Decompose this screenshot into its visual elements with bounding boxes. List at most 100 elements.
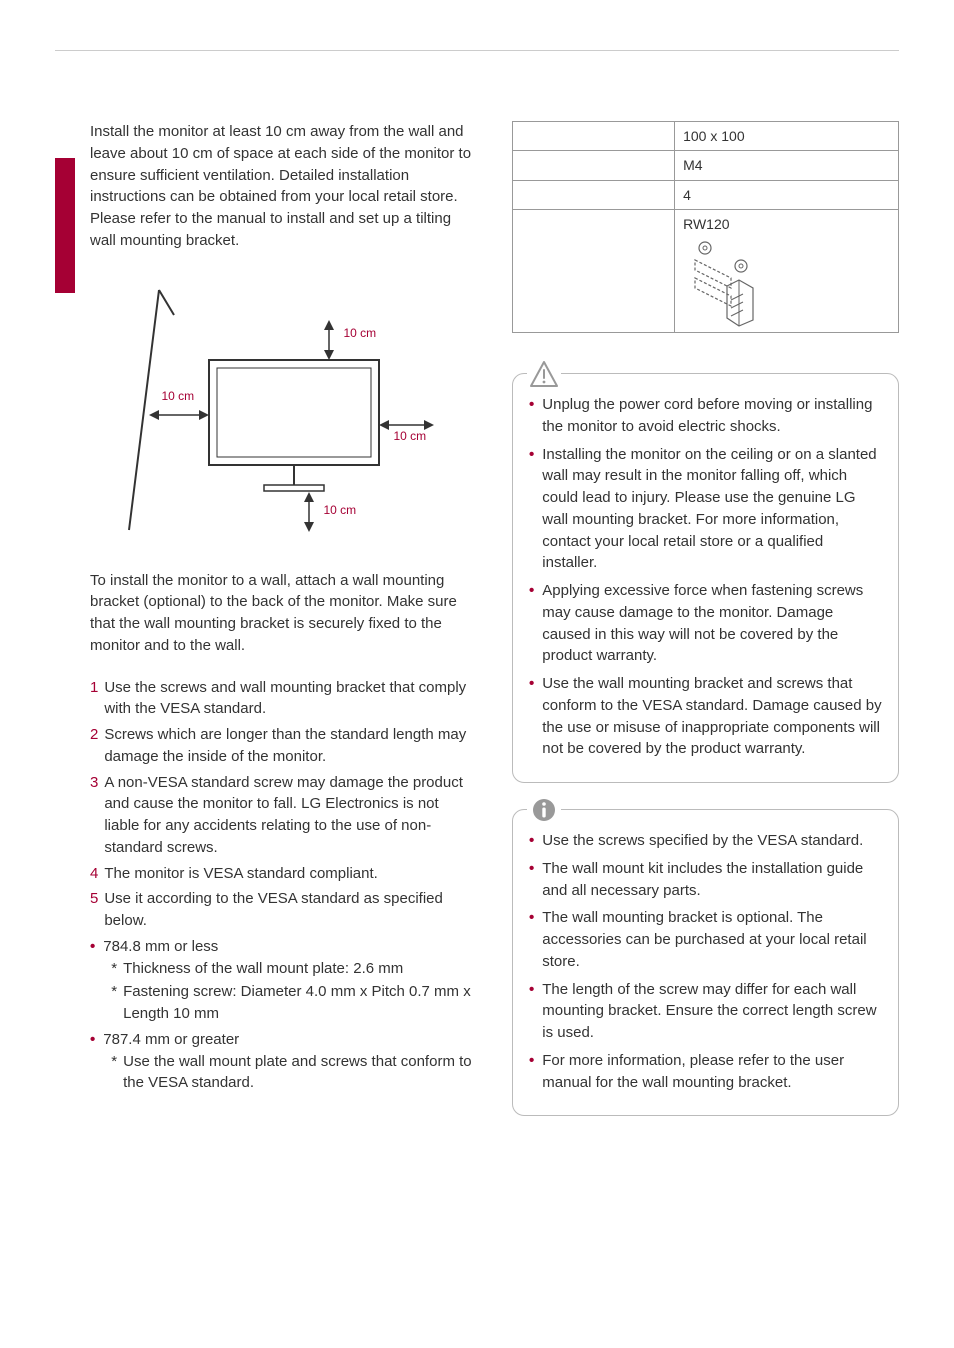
caution-icon: [527, 358, 561, 390]
steps-list: 1Use the screws and wall mounting bracke…: [90, 677, 477, 1097]
bullet-text: The wall mount kit includes the installa…: [542, 858, 882, 902]
step-number: 5: [90, 888, 98, 932]
step-text: Use it according to the VESA standard as…: [104, 888, 477, 932]
step-item: 4 The monitor is VESA standard compliant.: [90, 863, 477, 885]
spec-group-item-text: Thickness of the wall mount plate: 2.6 m…: [123, 958, 477, 980]
bullet-text: Use the screws specified by the VESA sta…: [542, 830, 882, 852]
table-cell-key: [513, 122, 675, 151]
step-number: 2: [90, 724, 98, 768]
spec-group-item: * Thickness of the wall mount plate: 2.6 …: [111, 958, 477, 980]
table-cell-key: [513, 151, 675, 180]
bullet-item: •The wall mount kit includes the install…: [529, 858, 882, 902]
bullet-dot: •: [90, 936, 95, 1027]
table-row: 4: [513, 180, 899, 209]
bullet-dot: •: [529, 979, 534, 1044]
table-cell-value: 4: [675, 180, 899, 209]
table-row: 100 x 100: [513, 122, 899, 151]
step-number: 3: [90, 772, 98, 859]
step-text: Screws which are longer than the standar…: [104, 724, 477, 768]
spec-group-item: *Use the wall mount plate and screws tha…: [111, 1051, 477, 1095]
spec-groups: •784.8 mm or less*Thickness of the wall …: [90, 936, 477, 1096]
caution-callout: •Unplug the power cord before moving or …: [512, 373, 899, 783]
step-item: 1Use the screws and wall mounting bracke…: [90, 677, 477, 721]
bullet-item: •Use the wall mounting bracket and screw…: [529, 673, 882, 760]
table-cell-value-text: 100 x 100: [683, 126, 890, 146]
table-cell-value-text: RW120: [683, 214, 890, 234]
bullet-text: The length of the screw may differ for e…: [542, 979, 882, 1044]
bullet-dot: •: [529, 1050, 534, 1094]
bullet-text: Installing the monitor on the ceiling or…: [542, 444, 882, 575]
bullet-item: • Use the screws specified by the VESA st…: [529, 830, 882, 852]
star-marker: *: [111, 1051, 117, 1095]
step-text: Use the screws and wall mounting bracket…: [104, 677, 477, 721]
bullet-item: •The length of the screw may differ for …: [529, 979, 882, 1044]
columns: Install the monitor at least 10 cm away …: [55, 121, 899, 1142]
spec-table: 100 x 100 M4 4 RW120: [512, 121, 899, 333]
spec-group: • 787.4 mm or greater*Use the wall mount …: [90, 1029, 477, 1096]
left-column: Install the monitor at least 10 cm away …: [55, 121, 477, 1142]
table-cell-value: 100 x 100: [675, 122, 899, 151]
diagram-label-right: 10 cm: [394, 428, 427, 445]
table-cell-key: [513, 209, 675, 332]
table-cell-value: RW120: [675, 209, 899, 332]
bullet-dot: •: [529, 907, 534, 972]
ventilation-diagram: 10 cm 10 cm 10 cm 10 cm: [114, 280, 454, 540]
step-number: 4: [90, 863, 98, 885]
table-cell-value: M4: [675, 151, 899, 180]
spec-groups-wrap: •784.8 mm or less*Thickness of the wall …: [90, 936, 477, 1096]
header-rule: [55, 50, 899, 51]
bullet-dot: •: [529, 830, 534, 852]
note-list: • Use the screws specified by the VESA st…: [529, 830, 882, 1093]
bullet-dot: •: [529, 394, 534, 438]
step-text: A non-VESA standard screw may damage the…: [104, 772, 477, 859]
table-row: M4: [513, 151, 899, 180]
sub-paragraph: To install the monitor to a wall, attach…: [90, 570, 477, 657]
bullet-text: Applying excessive force when fastening …: [542, 580, 882, 667]
spec-group-items: * Thickness of the wall mount plate: 2.6 …: [103, 958, 477, 1025]
bullet-text: For more information, please refer to th…: [542, 1050, 882, 1094]
bullet-item: •Applying excessive force when fastening…: [529, 580, 882, 667]
diagram-label-left: 10 cm: [162, 388, 195, 405]
note-callout: • Use the screws specified by the VESA st…: [512, 809, 899, 1116]
spec-group: •784.8 mm or less*Thickness of the wall …: [90, 936, 477, 1027]
bullet-item: •For more information, please refer to t…: [529, 1050, 882, 1094]
bullet-dot: •: [529, 580, 534, 667]
table-cell-value-text: 4: [683, 185, 890, 205]
table-cell-value-text: M4: [683, 155, 890, 175]
spec-group-items: *Use the wall mount plate and screws tha…: [103, 1051, 477, 1095]
star-marker: *: [111, 958, 117, 980]
step-text: The monitor is VESA standard compliant.: [104, 863, 477, 885]
bullet-text: Use the wall mounting bracket and screws…: [542, 673, 882, 760]
step-number: 1: [90, 677, 98, 721]
step-item: 5Use it according to the VESA standard a…: [90, 888, 477, 932]
bullet-item: •Installing the monitor on the ceiling o…: [529, 444, 882, 575]
bullet-text: Unplug the power cord before moving or i…: [542, 394, 882, 438]
table-cell-key: [513, 180, 675, 209]
star-marker: *: [111, 981, 117, 1025]
note-icon: [527, 794, 561, 826]
bullet-dot: •: [529, 858, 534, 902]
diagram-svg: [114, 280, 454, 540]
spec-group-header: 787.4 mm or greater: [103, 1029, 477, 1051]
right-column: 100 x 100M44RW120 •Unplug the power cord…: [512, 121, 899, 1142]
caution-list: •Unplug the power cord before moving or …: [529, 394, 882, 760]
spec-group-item: *Fastening screw: Diameter 4.0 mm x Pitc…: [111, 981, 477, 1025]
step-item: 3A non-VESA standard screw may damage th…: [90, 772, 477, 859]
side-tab: [55, 158, 75, 293]
spec-group-item-text: Use the wall mount plate and screws that…: [123, 1051, 477, 1095]
spec-group-header: 784.8 mm or less: [103, 936, 477, 958]
page: Install the monitor at least 10 cm away …: [0, 50, 954, 1142]
bracket-icon: [683, 238, 763, 328]
table-row: RW120: [513, 209, 899, 332]
bullet-dot: •: [529, 444, 534, 575]
bullet-item: •The wall mounting bracket is optional. …: [529, 907, 882, 972]
intro-paragraph: Install the monitor at least 10 cm away …: [90, 121, 477, 252]
bullet-text: The wall mounting bracket is optional. T…: [542, 907, 882, 972]
spec-group-item-text: Fastening screw: Diameter 4.0 mm x Pitch…: [123, 981, 477, 1025]
bullet-dot: •: [90, 1029, 95, 1096]
step-item: 2Screws which are longer than the standa…: [90, 724, 477, 768]
diagram-label-top: 10 cm: [344, 325, 377, 342]
bullet-item: •Unplug the power cord before moving or …: [529, 394, 882, 438]
diagram-label-bottom: 10 cm: [324, 502, 357, 519]
bullet-dot: •: [529, 673, 534, 760]
